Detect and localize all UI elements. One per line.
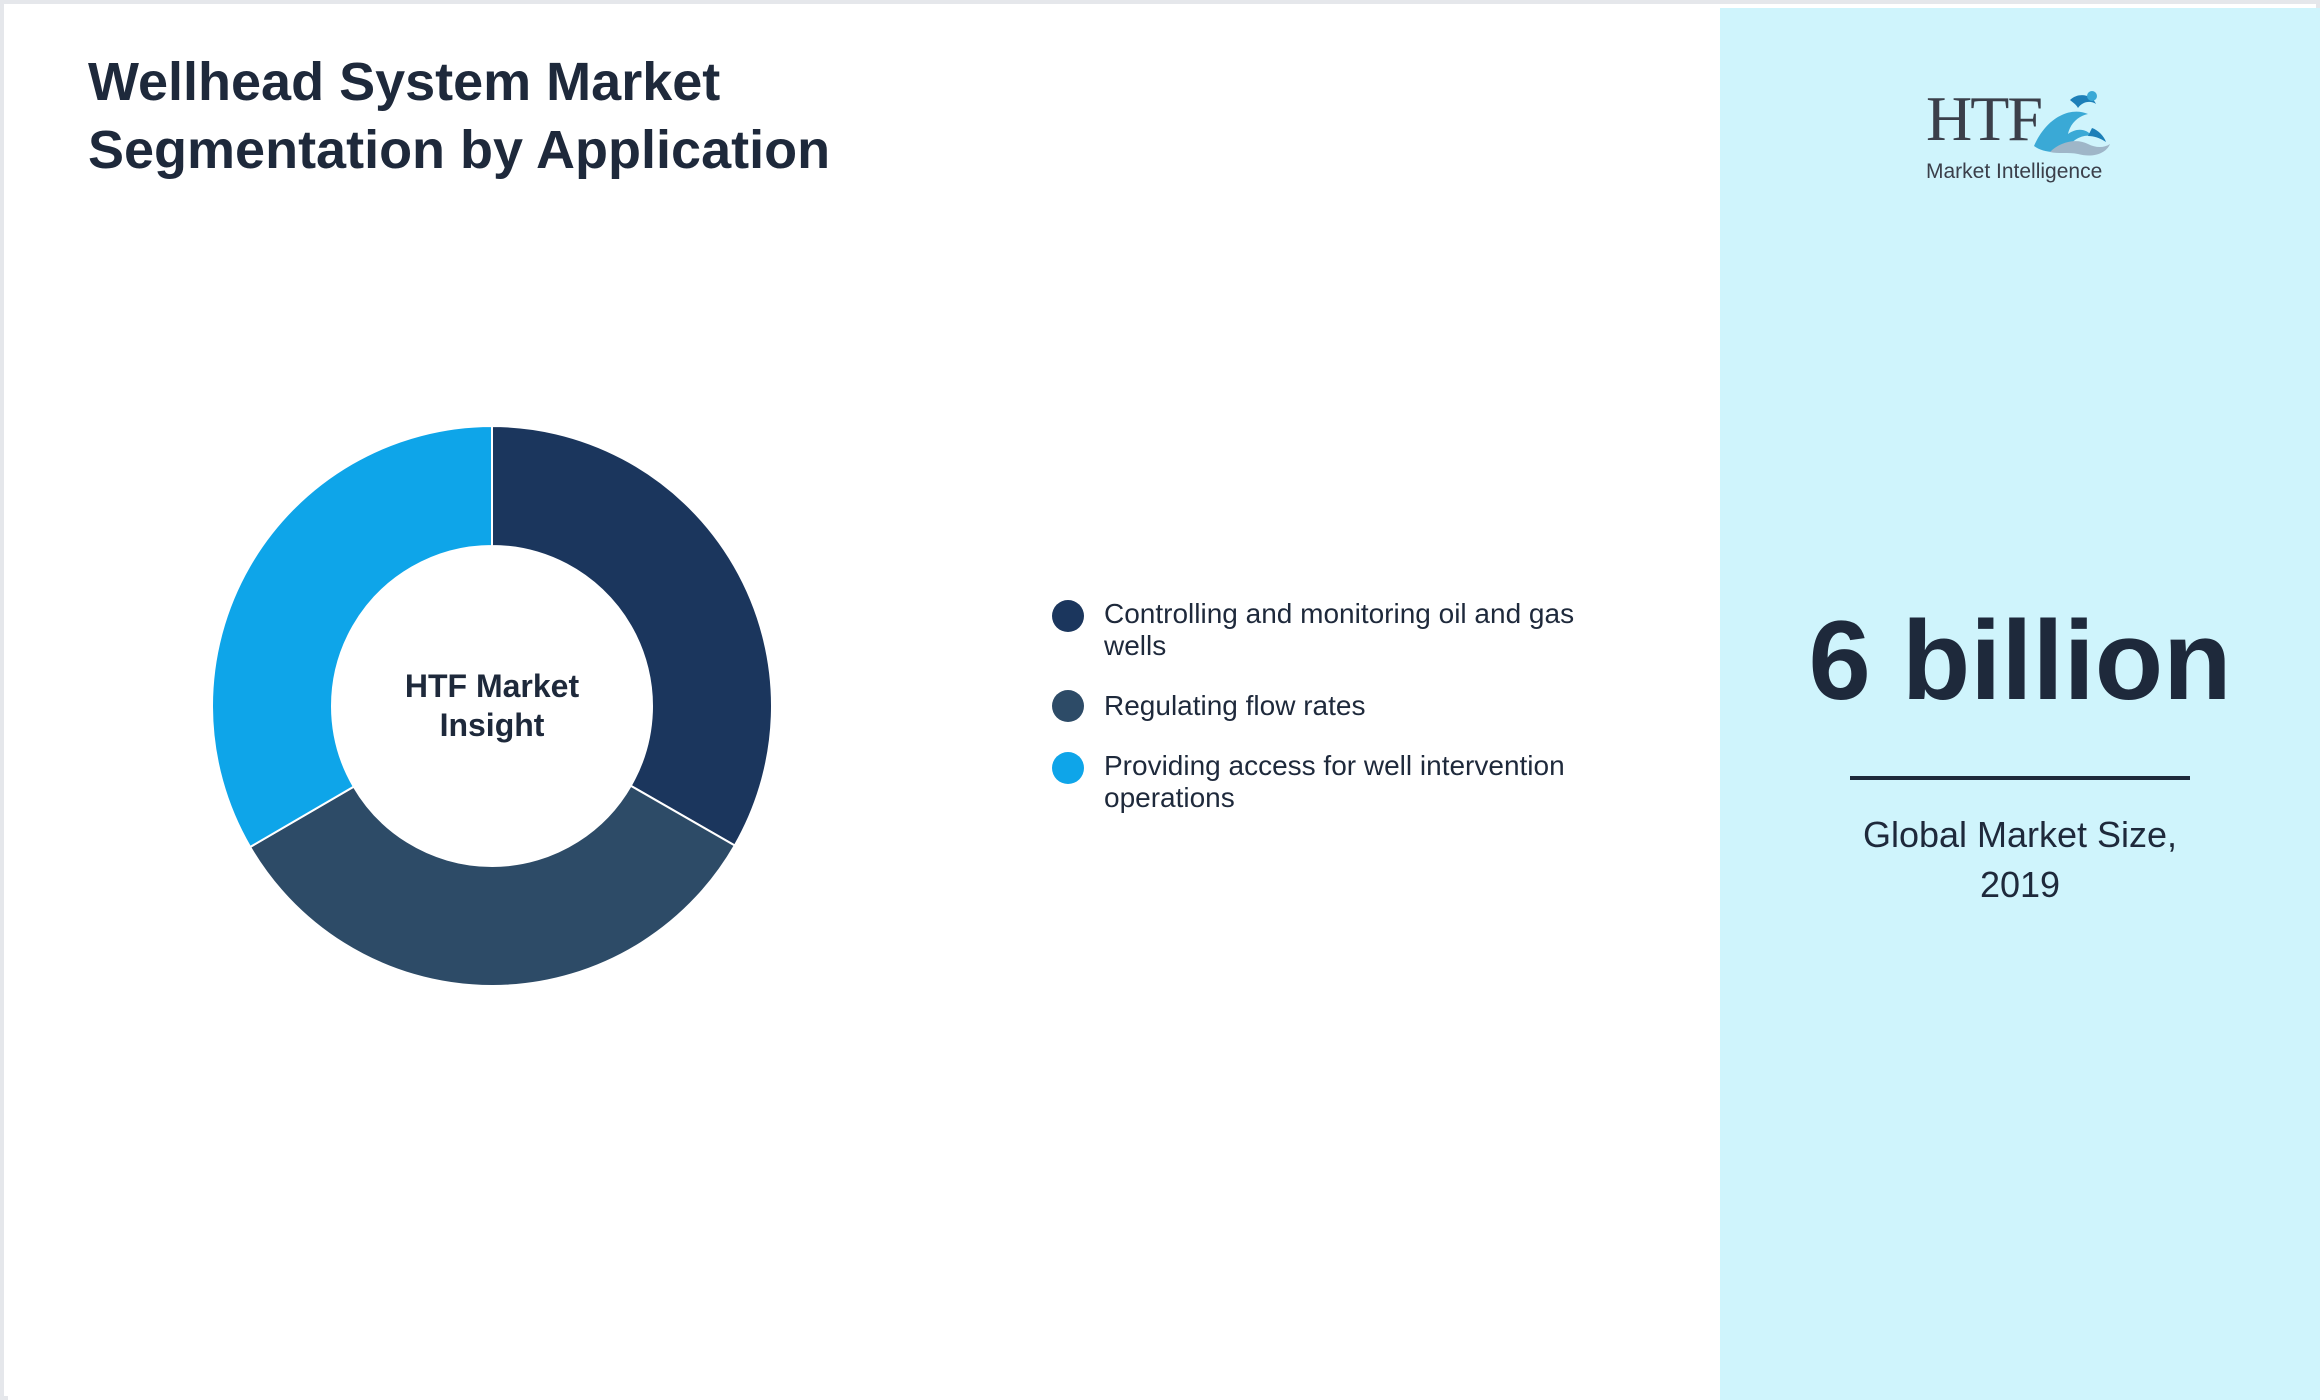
kpi-panel: HTF Market Intelligence 6 billion Global… bbox=[1720, 8, 2320, 1400]
caption-line-1: Global Market Size, bbox=[1862, 814, 2178, 855]
legend-item-well-intervention[interactable]: Providing access for well intervention o… bbox=[1048, 750, 1608, 814]
htf-logo[interactable]: HTF Market Intelligence bbox=[1926, 84, 2116, 194]
logo-subtitle: Market Intelligence bbox=[1926, 160, 2103, 183]
market-size-value: 6 billion bbox=[1808, 598, 2232, 723]
legend-label-line: Controlling and monitoring oil and gas bbox=[1104, 598, 1575, 629]
legend-item-regulating-flow[interactable]: Regulating flow rates bbox=[1048, 690, 1608, 722]
logo-wordmark: HTF bbox=[1926, 83, 2043, 154]
donut-slice-1[interactable] bbox=[491, 424, 773, 847]
legend-swatch bbox=[1052, 690, 1084, 722]
donut-slice-3[interactable] bbox=[211, 424, 493, 849]
chart-legend: Controlling and monitoring oil and gas w… bbox=[1048, 598, 1608, 842]
donut-slice-2[interactable] bbox=[248, 784, 737, 987]
page-title: Wellhead System Market Segmentation by A… bbox=[88, 48, 988, 184]
legend-swatch bbox=[1052, 752, 1084, 784]
kpi-divider bbox=[1850, 776, 2190, 780]
donut-chart-svg bbox=[211, 424, 773, 987]
legend-label-line: Providing access for well intervention bbox=[1104, 750, 1565, 781]
legend-label-line: wells bbox=[1104, 630, 1167, 661]
caption-line-2: 2019 bbox=[1979, 864, 2061, 905]
legend-item-controlling-monitoring[interactable]: Controlling and monitoring oil and gas w… bbox=[1048, 598, 1608, 662]
chart-panel: Wellhead System Market Segmentation by A… bbox=[8, 8, 1720, 1400]
market-size-caption: Global Market Size, 2019 bbox=[1720, 810, 2320, 910]
title-line-1: Wellhead System Market bbox=[88, 52, 721, 112]
legend-swatch bbox=[1052, 600, 1084, 632]
legend-label-line: operations bbox=[1104, 782, 1235, 813]
legend-label-line: Regulating flow rates bbox=[1104, 690, 1366, 721]
donut-chart: HTF Market Insight bbox=[204, 418, 780, 994]
title-line-2: Segmentation by Application bbox=[88, 120, 831, 180]
dolphin-wave-icon bbox=[2034, 91, 2110, 156]
